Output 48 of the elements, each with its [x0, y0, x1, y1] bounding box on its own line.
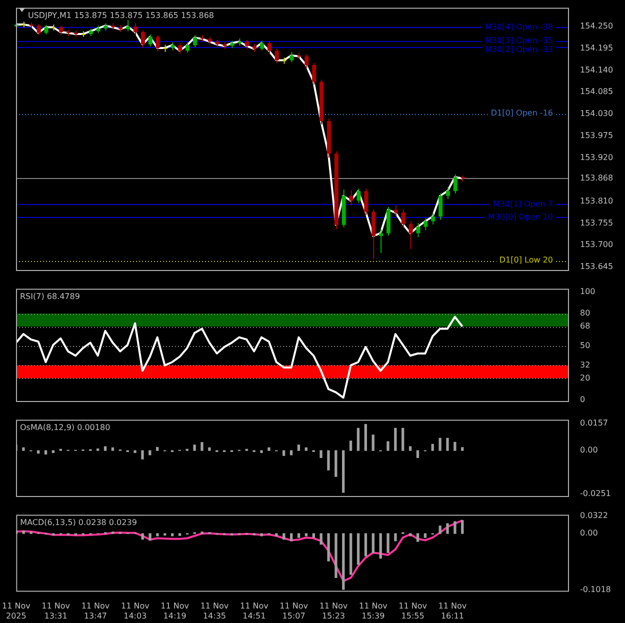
- y-tick-label: 154.250: [580, 22, 614, 31]
- y-tick-label: 0.0322: [580, 510, 608, 520]
- y-tick-label: 153.810: [580, 196, 614, 206]
- y-tick-label: 153.975: [580, 130, 614, 140]
- y-tick-label: 153.700: [580, 240, 614, 250]
- y-tick-label: 154.030: [580, 109, 614, 118]
- y-tick-label: -0.1018: [580, 584, 611, 594]
- y-tick-label: 154.140: [580, 65, 614, 74]
- x-tick-label: 11 Nov 15:23: [319, 602, 348, 620]
- x-tick-label: 11 Nov 14:35: [200, 602, 229, 620]
- y-tick-label: 0.00: [580, 446, 598, 455]
- y-tick-label: 32: [580, 360, 590, 370]
- x-tick-label: 11 Nov 15:39: [358, 602, 388, 620]
- y-tick-label: 80: [580, 308, 590, 318]
- x-tick-label: 11 Nov 15:07: [280, 602, 308, 620]
- x-tick-label: 11 Nov 13:31: [42, 602, 70, 620]
- x-tick-label: 11 Nov 14:51: [240, 602, 269, 620]
- y-tick-label: 20: [580, 373, 590, 382]
- chart-title: MACD(6,13,5) 0.0238 0.0239: [20, 518, 137, 527]
- chart-title: USDJPY,M1 153.875 153.875 153.865 153.868: [28, 10, 214, 20]
- x-tick-label: 11 Nov 13:47: [81, 602, 110, 620]
- y-tick-label: 0: [580, 394, 586, 404]
- y-tick-label: 153.755: [580, 218, 614, 228]
- ref-line-label: D1[0] Open -16: [490, 108, 553, 118]
- y-tick-label: 154.195: [580, 43, 614, 52]
- ref-line-label: M30[2] Open -33: [485, 44, 553, 54]
- x-tick-label: 11 Nov 15:55: [398, 602, 428, 620]
- y-tick-label: 50: [580, 341, 590, 350]
- chart-title: RSI(7) 68.4789: [20, 292, 80, 301]
- ref-line-label: M30[0] Open 10: [488, 212, 553, 222]
- ref-line-label: M30[3] Open -35: [485, 36, 553, 45]
- ref-line-label: M30[4] Open -38: [485, 22, 553, 32]
- x-tick-label: 11 Nov 16:11: [438, 602, 467, 620]
- ref-line-label: M30[1] Open 7: [493, 199, 553, 208]
- y-tick-label: 154.085: [580, 87, 614, 96]
- chart-title: OsMA(8,12,9) 0.00180: [20, 422, 110, 432]
- y-tick-label: 100: [580, 287, 596, 296]
- y-tick-label: 0.0157: [580, 418, 608, 428]
- y-tick-label: 68: [580, 322, 590, 331]
- y-tick-label: -0.0251: [580, 488, 611, 498]
- x-tick-label: 11 Nov 2025: [2, 602, 31, 620]
- x-tick-label: 11 Nov 14:03: [120, 602, 150, 620]
- y-tick-label: 153.920: [580, 152, 614, 162]
- y-tick-label: 153.868: [580, 173, 614, 182]
- ref-line-label: D1[0] Low 20: [499, 256, 553, 265]
- x-tick-label: 11 Nov 14:19: [160, 602, 190, 620]
- y-tick-label: 0.00: [580, 528, 598, 538]
- y-tick-label: 153.645: [580, 262, 614, 272]
